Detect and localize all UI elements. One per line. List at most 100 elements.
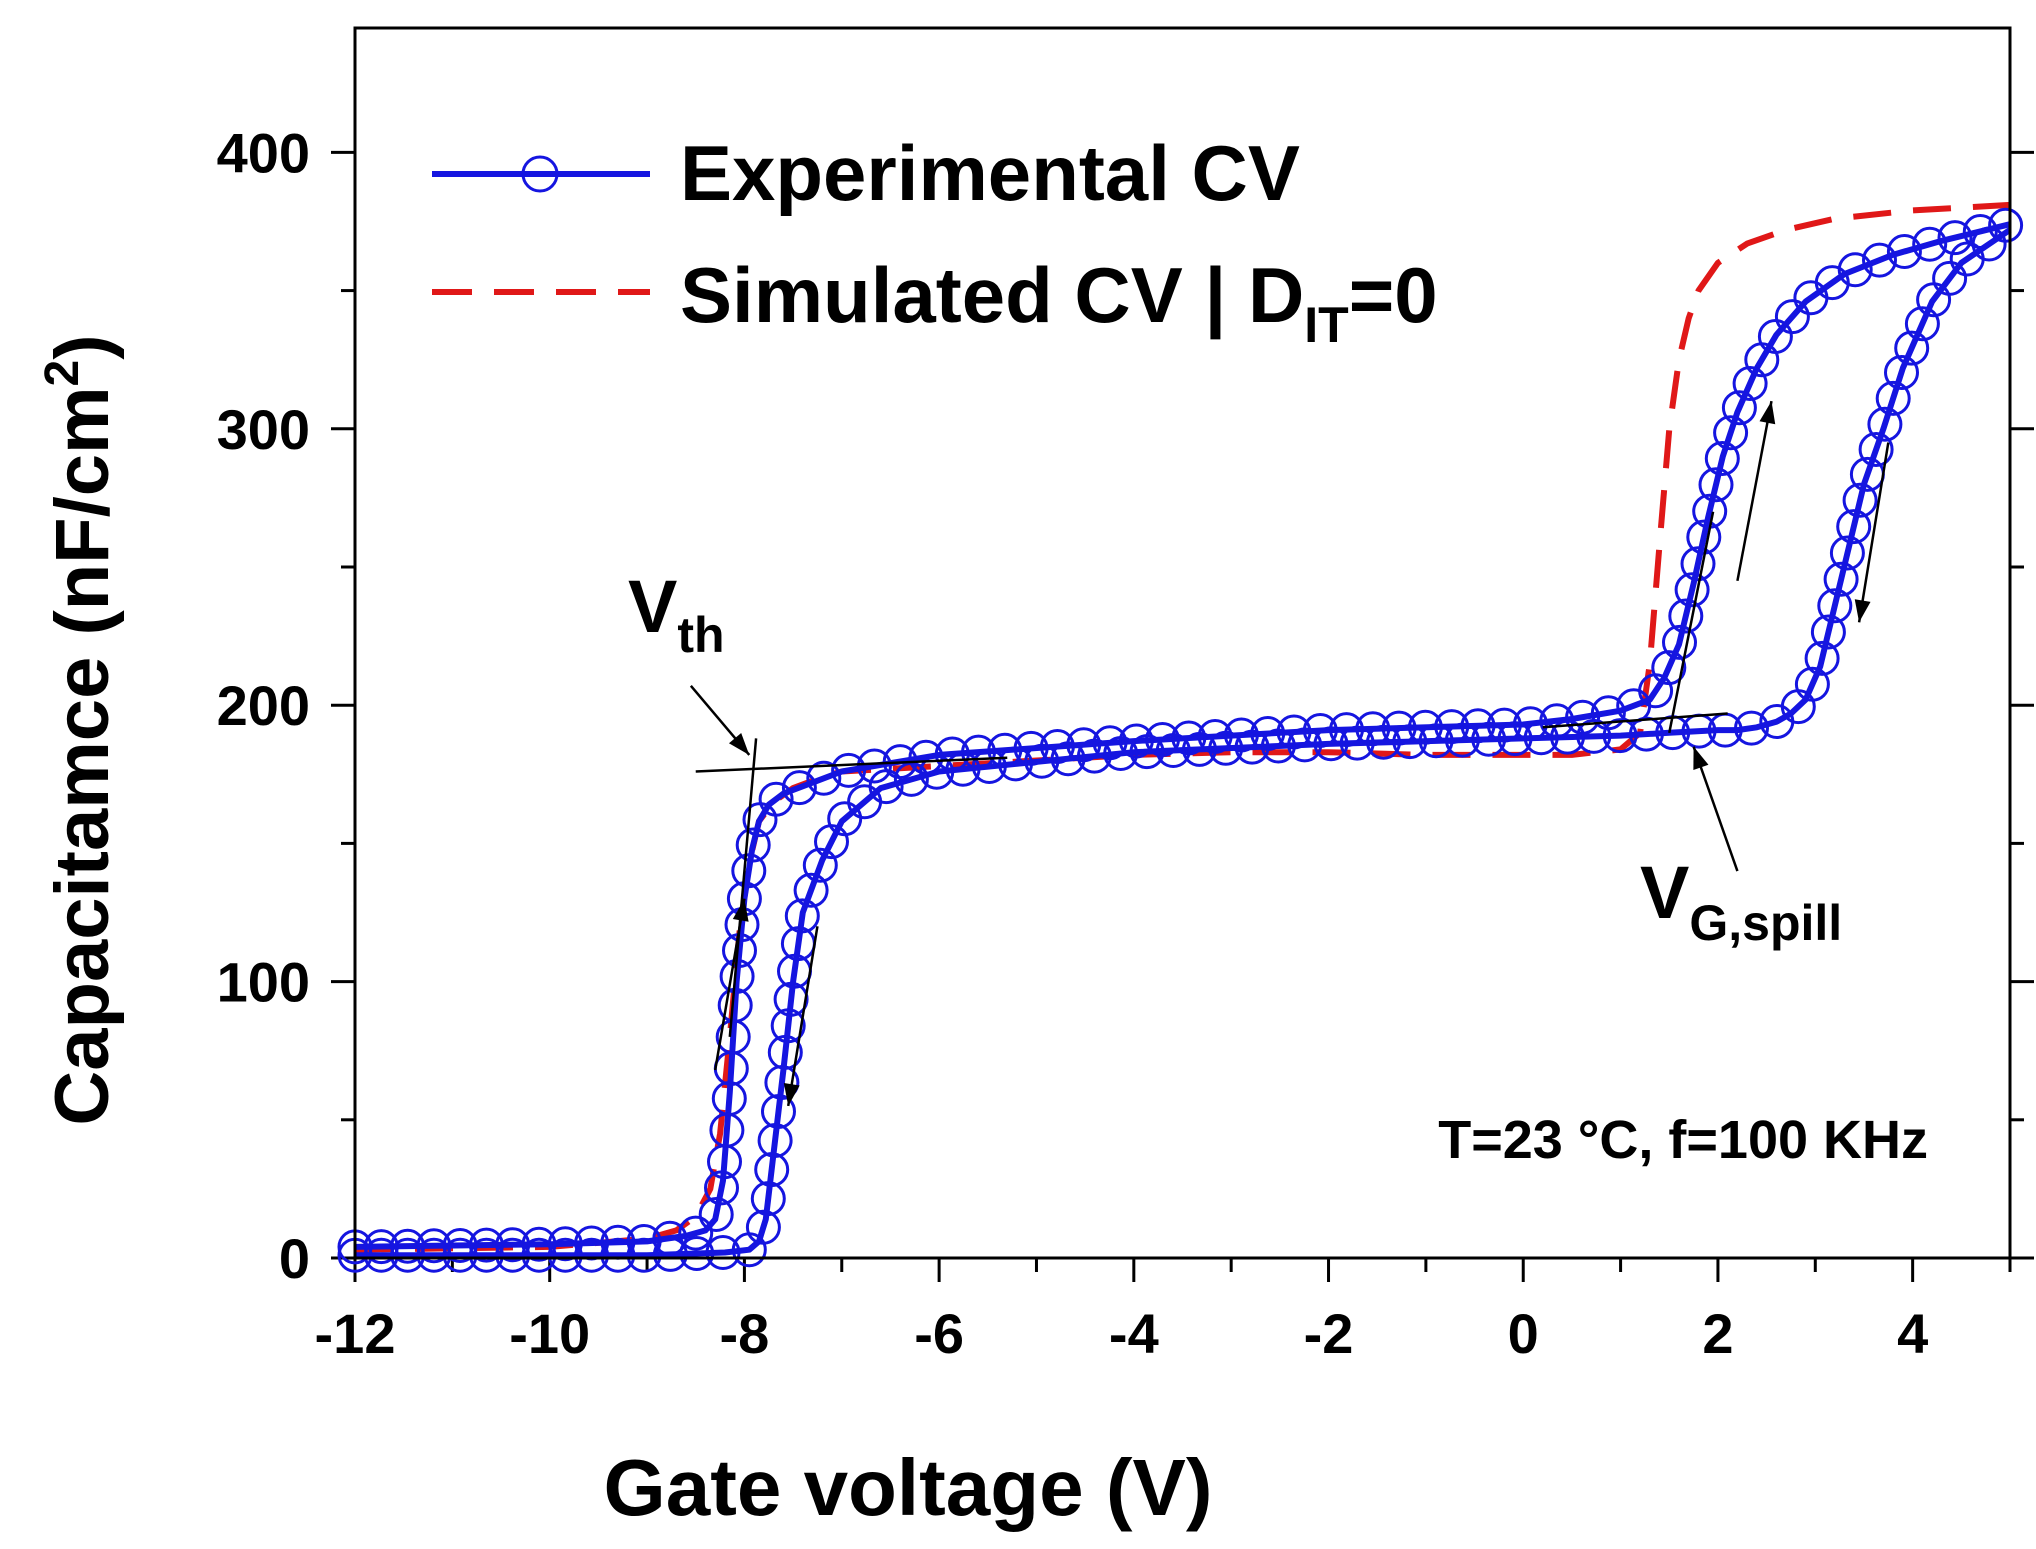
legend-experimental-marker (521, 155, 559, 193)
legend-simulated-label-sub: IT (1304, 297, 1348, 353)
series-experimental-down-marker (971, 749, 1007, 784)
legend-simulated-label-main: Simulated CV | D (680, 251, 1304, 339)
series-experimental-down-marker (757, 1123, 793, 1158)
sweep-arrow-up-right-shaft (1736, 400, 1773, 582)
series-experimental-down-marker (1418, 723, 1454, 759)
series-experimental-down (355, 227, 2012, 1259)
sweep-arrow-up-left-shaft (713, 898, 746, 1071)
legend-simulated-label-tail: =0 (1349, 251, 1438, 339)
series-experimental-down-marker (1823, 561, 1859, 597)
series-experimental-up-marker (1662, 624, 1697, 660)
series-experimental-up-marker (1704, 441, 1740, 476)
sweep-arrow-down-right-head (1854, 599, 1871, 623)
series-experimental-up-marker (468, 1227, 504, 1263)
sweep-arrow-up-right-head (1759, 401, 1776, 425)
series-experimental-up-marker (442, 1228, 478, 1263)
series-experimental-down-marker (1103, 736, 1139, 771)
series-experimental-down-marker (1875, 380, 1911, 416)
sweep-arrow-down-right-shaft (1857, 442, 1890, 623)
series-experimental-down-marker (1313, 726, 1349, 762)
series-experimental-up-marker (1721, 390, 1757, 426)
plot-frame (353, 26, 2012, 1260)
series-experimental-down-marker (1894, 330, 1930, 366)
series-experimental-down-marker (1932, 260, 1968, 296)
x-tick-label: -8 (720, 1302, 770, 1365)
vspill-label-sub: G,spill (1689, 895, 1842, 951)
series-experimental-down-marker (764, 1065, 800, 1100)
y-tick-label: 0 (279, 1227, 310, 1290)
series-experimental-down-marker (1392, 724, 1428, 760)
series-experimental-up-marker (698, 1197, 734, 1232)
series-experimental-down-marker (1208, 730, 1244, 766)
series-experimental-down-marker (1234, 729, 1270, 765)
series-experimental-down-marker (750, 1181, 786, 1217)
series-experimental-down-marker (1628, 716, 1664, 752)
series-experimental-up-marker (1713, 415, 1749, 451)
x-tick-label: -6 (914, 1302, 964, 1365)
vth-label-sub: th (677, 607, 724, 663)
vth-arrow-head (728, 732, 750, 755)
vspill-arrow (1692, 746, 1739, 872)
tick-marks (331, 150, 2034, 1282)
series-experimental-down-marker (1858, 432, 1894, 467)
series-experimental-down-marker (1971, 226, 2007, 262)
series-experimental-down-marker (1050, 741, 1086, 777)
series-experimental-down-marker (468, 1237, 504, 1273)
tick-labels: -12 -10 -8 -6 -4 -2 0 2 4 0 100 200 300 400 (217, 121, 1929, 1365)
series-experimental-down-marker (767, 1034, 803, 1070)
series-experimental-down-marker (1810, 614, 1846, 650)
y-axis-label-main: Capacitamce (nF/cm (40, 386, 125, 1125)
series-experimental-down-marker (1076, 738, 1112, 774)
series-experimental-up-marker (831, 752, 867, 788)
conditions-label: T=23 °C, f=100 KHz (1438, 1110, 1928, 1170)
series-experimental-down-marker (1366, 724, 1401, 760)
series-simulated (354, 201, 2011, 1253)
series-experimental-down-marker (626, 1237, 662, 1273)
series-layer (337, 201, 2024, 1273)
y-tick-label: 200 (217, 674, 310, 737)
vspill-label-main: V (1640, 851, 1689, 934)
x-tick-label: -4 (1109, 1302, 1159, 1365)
series-experimental-up-marker (1698, 467, 1734, 503)
series-experimental-down-marker (495, 1237, 531, 1273)
series-experimental-up-marker (1651, 650, 1687, 686)
series-experimental-down-marker (919, 754, 955, 790)
series-experimental-down-marker (521, 1237, 557, 1273)
vth-baseline-fit (695, 756, 1008, 773)
y-axis-label-close: ) (40, 334, 125, 359)
series-experimental-down-marker (1260, 728, 1296, 764)
legend-simulated-label: Simulated CV | DIT=0 (680, 251, 1438, 353)
vth-label-main: V (628, 565, 677, 648)
series-experimental-down-marker (1471, 721, 1507, 757)
series-experimental-down-marker (754, 1152, 790, 1188)
series-experimental-down-marker (868, 769, 904, 805)
series-experimental-down-marker (1523, 720, 1559, 756)
series-experimental-up-marker (1732, 366, 1768, 401)
series-experimental-down-marker (574, 1237, 610, 1273)
series-experimental-down-marker (1550, 719, 1585, 755)
series-experimental-up-marker (704, 1170, 739, 1206)
series-experimental-down-marker (363, 1237, 399, 1273)
y-tick-label: 300 (217, 398, 310, 461)
series-experimental-down-marker (1794, 666, 1830, 702)
x-tick-label: -10 (509, 1302, 590, 1365)
series-experimental-down-marker (998, 746, 1033, 782)
series-experimental-up-marker (390, 1228, 426, 1264)
legend: Experimental CV Simulated CV | DIT=0 (432, 129, 1438, 353)
series-experimental-down-marker (547, 1237, 583, 1273)
series-experimental-up-marker (1886, 234, 1922, 269)
series-experimental-up-marker (1774, 299, 1810, 335)
y-tick-label: 100 (217, 951, 310, 1014)
series-experimental-down-marker (1836, 509, 1872, 545)
series-experimental-up-marker (1937, 220, 1973, 256)
series-experimental-down-marker (1444, 722, 1480, 758)
series-experimental-up-marker (678, 1215, 714, 1251)
sweep-arrow-down-left-head (783, 1082, 800, 1106)
series-experimental-down-marker (1576, 718, 1612, 754)
series-experimental-down-marker (1287, 727, 1323, 763)
series-experimental-down-marker (1602, 718, 1638, 754)
series-experimental-down-marker (1155, 733, 1191, 768)
series-experimental-down-marker (1884, 355, 1919, 390)
series-experimental-up-marker (1680, 546, 1716, 582)
vspill-label: VG,spill (1640, 851, 1842, 951)
